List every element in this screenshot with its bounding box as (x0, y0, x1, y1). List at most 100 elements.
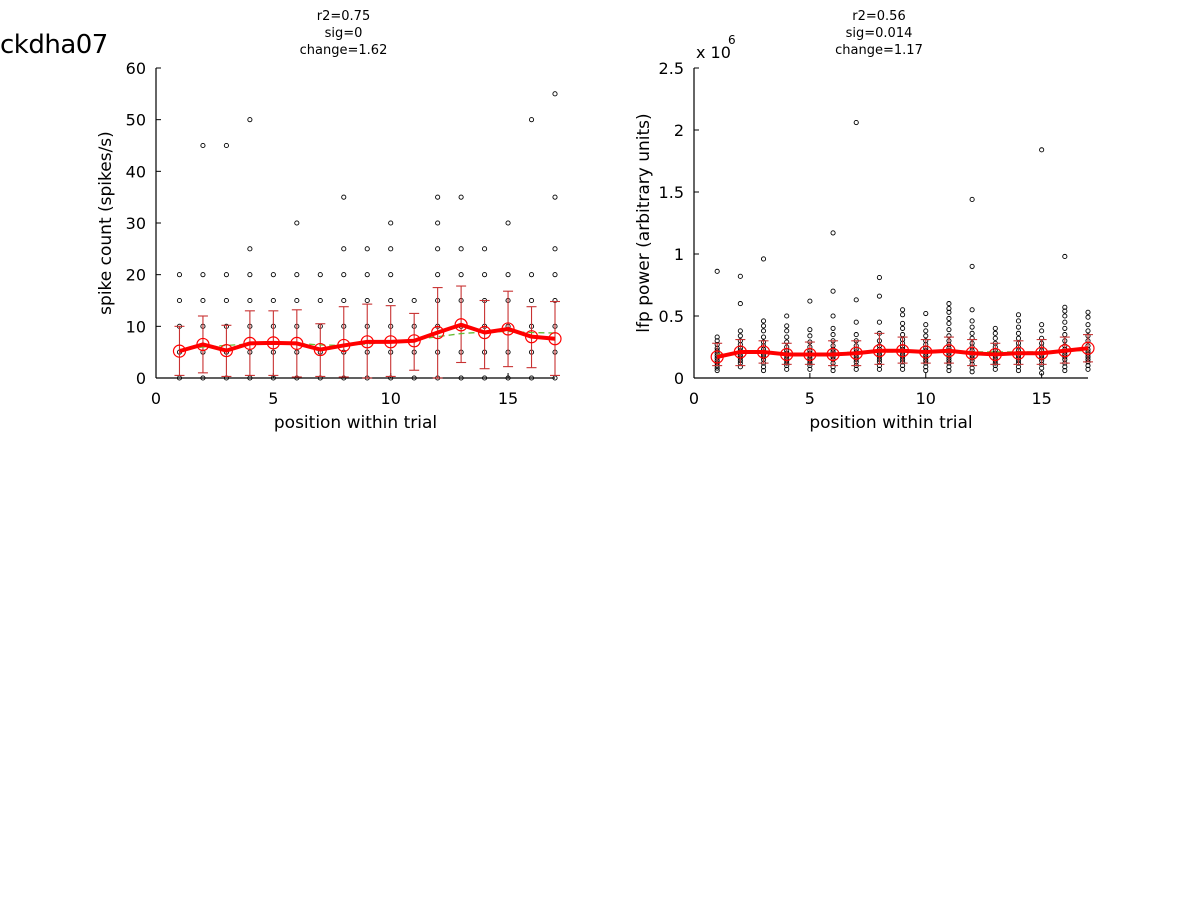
data-point (364, 246, 370, 252)
figure-label: ckdha07 (0, 30, 108, 60)
data-point (552, 194, 558, 200)
data-point (482, 272, 488, 278)
data-point (1085, 328, 1091, 334)
x-tick-label: 10 (381, 389, 401, 408)
data-point (992, 366, 998, 372)
data-point (1015, 312, 1022, 318)
data-point (482, 246, 488, 252)
data-point (760, 334, 767, 340)
data-point (1015, 330, 1022, 336)
mean-marker (431, 325, 445, 340)
data-point (876, 366, 882, 372)
data-point (946, 309, 952, 315)
data-point (482, 375, 488, 381)
data-point (411, 375, 417, 381)
mean-marker (1035, 346, 1049, 360)
chart-title-line: r2=0.75 (317, 9, 370, 24)
data-point (411, 297, 417, 304)
data-point (1039, 370, 1045, 376)
data-point (900, 320, 906, 326)
y-tick-label: 60 (126, 59, 146, 78)
data-point (900, 366, 906, 372)
data-point (969, 369, 975, 375)
data-point (528, 297, 535, 304)
mean-marker (826, 347, 840, 362)
x-tick-label: 5 (805, 389, 815, 408)
data-point (946, 327, 952, 333)
y-axis-label: spike count (spikes/s) (96, 131, 116, 315)
mean-marker (477, 325, 492, 340)
data-point (992, 325, 998, 331)
mean-marker (290, 336, 304, 350)
chart-panel-1: 0 5 10 15 0 10 20 30 40 50 60 position within trial… (96, 9, 562, 433)
chart-title-line: sig=0 (325, 26, 363, 41)
data-point (247, 272, 253, 278)
mean-marker (710, 350, 724, 364)
data-point (830, 368, 836, 374)
y-tick-label: 0.5 (659, 307, 684, 326)
data-point (853, 332, 859, 338)
mean-marker (1081, 341, 1095, 355)
mean-marker (360, 335, 374, 349)
data-point (969, 307, 975, 313)
x-tick-label: 10 (916, 389, 936, 408)
data-point (807, 298, 813, 304)
mean-marker (1058, 344, 1072, 358)
data-point (830, 288, 836, 294)
data-point (714, 368, 720, 374)
mean-marker (965, 346, 979, 360)
data-point (317, 297, 323, 304)
data-point (760, 318, 767, 324)
y-tick-label: 20 (126, 266, 146, 285)
data-point (737, 328, 743, 334)
data-point (364, 297, 370, 304)
mean-marker (266, 336, 280, 350)
data-point (1039, 147, 1045, 153)
data-point (176, 297, 183, 304)
x-tick-label: 5 (268, 389, 278, 408)
data-point (317, 272, 323, 278)
mean-marker (172, 344, 187, 358)
data-point (388, 297, 394, 304)
data-point (784, 313, 790, 319)
data-point (294, 297, 300, 304)
mean-marker (384, 335, 398, 349)
mean-marker (849, 346, 863, 360)
data-point (1015, 324, 1022, 330)
data-point (853, 319, 859, 325)
data-point (528, 117, 535, 123)
mean-marker (803, 347, 817, 362)
data-point (784, 323, 790, 329)
data-point (969, 318, 975, 324)
data-point (1085, 363, 1091, 369)
data-point (458, 272, 464, 278)
data-point (505, 375, 511, 381)
data-point (341, 272, 347, 278)
data-point (830, 325, 836, 331)
data-point (200, 375, 206, 381)
mean-marker (524, 330, 539, 344)
data-point (458, 375, 464, 381)
data-point (200, 297, 206, 304)
data-point (294, 272, 300, 278)
data-point (1062, 319, 1068, 325)
y-tick-label: 1.5 (659, 183, 684, 202)
data-point (247, 297, 253, 304)
chart-title-line: change=1.62 (300, 43, 388, 58)
data-point (946, 306, 952, 312)
data-point (737, 333, 743, 339)
data-point (1062, 308, 1068, 314)
data-point (714, 268, 720, 274)
y-tick-label: 0 (674, 369, 684, 388)
data-point (528, 272, 535, 278)
data-point (830, 313, 836, 319)
data-point (435, 194, 441, 200)
data-point (505, 272, 511, 278)
data-point (969, 196, 975, 202)
data-point (760, 368, 767, 374)
data-point (853, 366, 859, 372)
data-point (737, 301, 743, 307)
data-point (969, 263, 975, 269)
data-point (760, 323, 767, 329)
mean-marker (942, 344, 956, 358)
